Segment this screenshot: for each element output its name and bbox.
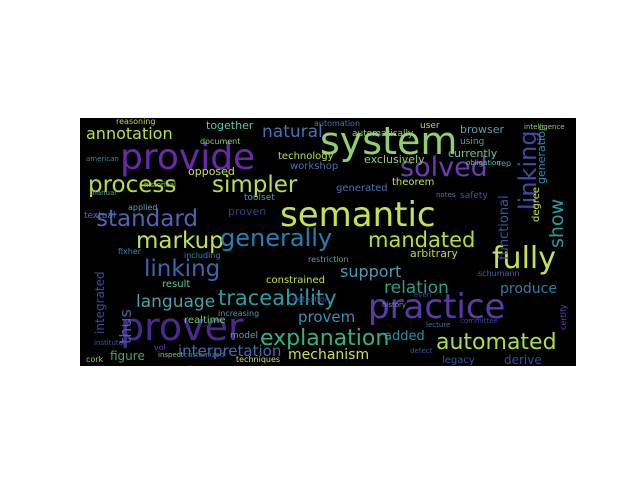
word-document: applied [128, 203, 158, 212]
word-proven: generated [336, 183, 388, 194]
word-american: american [86, 155, 119, 163]
word-generates: generation [535, 124, 548, 184]
word-certify: certify [559, 304, 568, 330]
word-traceability: linking [144, 256, 221, 282]
word-automation: automation [314, 119, 361, 128]
word-toolset: proven [228, 205, 267, 218]
word-inspect: inspect [158, 351, 184, 359]
word-institute: institute [94, 339, 123, 347]
word-increasing: increasing [218, 309, 260, 318]
word-technology: automatically [352, 129, 414, 139]
word-exclusively: currently [448, 147, 498, 160]
word-techniques: techniques [236, 355, 281, 364]
word-history: history [382, 301, 407, 309]
word-vol: vol [154, 343, 166, 352]
word-restriction: restriction [308, 255, 349, 264]
word-detection: detection [292, 295, 330, 304]
word-semantic: semantic [280, 195, 436, 235]
word-user: using [460, 137, 485, 147]
word-lecture: lecture [426, 321, 451, 329]
word-committee: committee [460, 317, 498, 325]
word-even: even [414, 291, 432, 299]
word-automatically: result [162, 279, 191, 290]
word-model: toolset [244, 193, 275, 203]
word-intelligence: intelligence [524, 123, 565, 131]
word-legacy: textual [84, 211, 116, 221]
word-provem: explanation [260, 326, 390, 351]
word-manual: manual [90, 189, 117, 197]
word-browser: functional [497, 195, 512, 260]
word-functional: arbitrary [410, 247, 458, 260]
word-generation: degree [531, 186, 542, 222]
word-opposed: together [206, 119, 254, 132]
word-cloud-image: provide system semantic prover practice … [80, 118, 576, 366]
word-safety: legacy [442, 355, 475, 366]
word-explanation: support [340, 262, 402, 281]
word-mechanism: automated [436, 330, 557, 355]
word-currently: derive [504, 353, 542, 366]
word-historical: historical [144, 181, 176, 189]
word-defect: defect [410, 347, 433, 355]
word-interpretation: mechanism [288, 347, 370, 363]
word-realtime: constrained [266, 275, 325, 286]
word-figure: thus [116, 309, 135, 344]
word-thus: natural [262, 122, 323, 142]
word-constrained: theorem [392, 177, 435, 188]
word-fixher: fixher [118, 247, 142, 256]
word-support: relation [384, 278, 449, 298]
word-degree: user [420, 121, 440, 131]
word-markup: markup [136, 228, 224, 254]
word-applied: model [230, 331, 259, 341]
word-using: safety [460, 191, 488, 201]
word-rep: rep [498, 159, 512, 168]
word-prover: prover [120, 305, 244, 349]
word-practice: practice [368, 287, 506, 327]
word-process: process [88, 172, 177, 198]
word-obligation: obligation [466, 159, 501, 167]
word-produce: language [136, 292, 216, 312]
word-automated: traceability [218, 286, 337, 310]
word-derive: figure [110, 349, 145, 363]
word-fully: fully [492, 241, 556, 276]
word-textual: document [200, 137, 241, 146]
word-result: realtime [184, 315, 226, 326]
word-customized: customized [184, 351, 225, 359]
word-notes: notes [436, 191, 456, 199]
word-arbitrary: opposed [188, 165, 235, 178]
word-show: added [384, 329, 425, 344]
word-schumann: schumann [478, 269, 520, 278]
word-mandated: mandated [368, 228, 476, 252]
word-together: exclusively [364, 153, 425, 166]
word-added: interpretation [178, 342, 282, 360]
word-annotation: show [546, 198, 568, 248]
word-provide: provide [120, 137, 256, 178]
word-simpler: simpler [212, 172, 298, 198]
word-reasoning: reasoning [116, 118, 156, 126]
word-theorem: browser [460, 123, 505, 136]
word-language: provem [298, 308, 356, 326]
word-relation: produce [500, 281, 557, 297]
word-natural: annotation [86, 124, 173, 143]
word-standard: standard [96, 206, 199, 232]
word-including: including [184, 251, 221, 260]
word-generally: generally [220, 224, 333, 252]
word-integrated: integrated [93, 271, 107, 334]
word-solved: solved [400, 152, 488, 183]
word-generated: workshop [290, 161, 339, 172]
word-system: system [320, 119, 458, 163]
word-workshop: technology [278, 151, 334, 162]
word-cork: cork [86, 355, 104, 364]
